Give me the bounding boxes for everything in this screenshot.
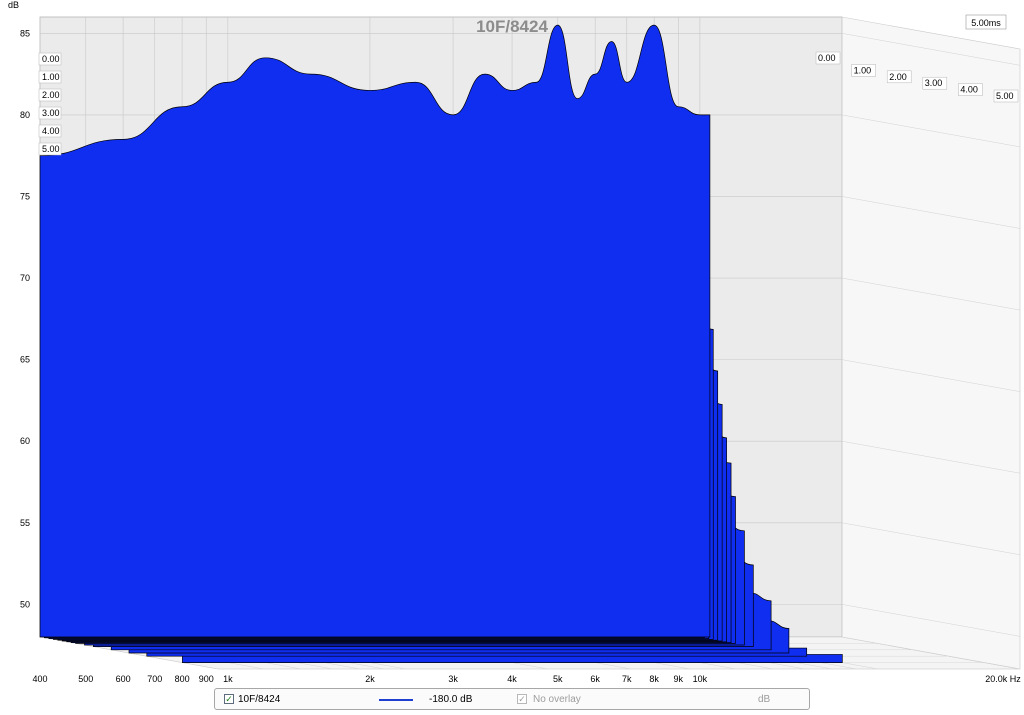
x-tick-label: 3k <box>448 674 458 684</box>
time-depth-box <box>886 70 912 84</box>
y-tick-label: 60 <box>20 436 30 446</box>
y-tick-label: 70 <box>20 273 30 283</box>
y-tick-label: 55 <box>20 518 30 528</box>
side-gridline <box>841 114 1021 148</box>
y-tick-label: 65 <box>20 355 30 365</box>
time-depth-label: 2.00 <box>889 72 907 82</box>
x-tick-label: 9k <box>674 674 684 684</box>
time-end-label: 5.00ms <box>965 14 1007 30</box>
side-gridline <box>841 440 1021 474</box>
time-slice-label: 5.00 <box>42 144 60 154</box>
time-slice-label: 4.00 <box>42 126 60 136</box>
legend-unit: dB <box>758 694 771 705</box>
side-gridline <box>841 196 1021 229</box>
side-gridline <box>841 277 1021 311</box>
time-depth-box <box>958 83 983 96</box>
time-slice-label: 2.00 <box>42 90 60 100</box>
time-slice-label: 0.00 <box>42 54 60 64</box>
x-tick-label: 10k <box>693 674 708 684</box>
trace-visible-checkbox[interactable]: ✓ <box>224 694 234 704</box>
x-tick-label: 2k <box>365 674 375 684</box>
time-depth-label: 0.00 <box>818 53 836 63</box>
time-end-label-text: 5.00ms <box>971 18 1001 28</box>
trace-color-swatch[interactable] <box>379 699 413 701</box>
time-slice-box <box>38 106 62 120</box>
x-tick-label: 700 <box>147 674 162 684</box>
x-tick-label: 500 <box>78 674 93 684</box>
time-slice-label: 1.00 <box>42 72 60 82</box>
side-gridline <box>841 33 1021 66</box>
decay-slice <box>39 24 711 638</box>
time-depth-label: 5.00 <box>996 91 1014 101</box>
time-depth-label: 4.00 <box>960 85 978 95</box>
x-tick-label: 6k <box>590 674 600 684</box>
x-tick-label: 1k <box>223 674 233 684</box>
side-plane <box>841 16 1021 670</box>
x-tick-label: 4k <box>507 674 517 684</box>
legend-bar: ✓ 10F/8424 -180.0 dB ✓ No overlay dB <box>214 688 810 710</box>
time-depth-box <box>922 76 948 90</box>
side-gridline <box>841 359 1021 392</box>
y-tick-label: 75 <box>20 191 30 201</box>
trace-name: 10F/8424 <box>238 694 281 705</box>
time-depth-box <box>993 89 1019 103</box>
x-tick-label: 20.0k Hz <box>985 674 1021 684</box>
time-slice-box <box>38 52 62 66</box>
y-axis-unit-label: dB <box>8 0 19 10</box>
time-depth-label: 3.00 <box>925 78 943 88</box>
waterfall-surface <box>39 24 843 663</box>
time-depth-box <box>815 51 841 65</box>
time-slice-label: 3.00 <box>42 108 60 118</box>
overlay-label: No overlay <box>533 694 581 705</box>
side-gridline <box>841 522 1021 556</box>
trace-level: -180.0 dB <box>429 694 473 705</box>
floor-gridline <box>841 636 1021 670</box>
x-tick-label: 800 <box>175 674 190 684</box>
time-slice-box <box>38 124 62 138</box>
y-tick-label: 50 <box>20 599 30 609</box>
overlay-checkbox[interactable]: ✓ <box>517 694 527 704</box>
x-tick-label: 8k <box>649 674 659 684</box>
side-gridline <box>841 604 1021 637</box>
waterfall-chart[interactable]: 50 55 60 65 70 75 80 85 400 500 600 700 800 900 1k 2k 3k… <box>0 0 1024 690</box>
time-slice-box <box>38 70 62 84</box>
time-slice-box <box>38 88 62 102</box>
axes: 50 55 60 65 70 75 80 85 400 500 600 700 800 900 1k 2k 3k… <box>20 28 1021 684</box>
x-tick-label: 400 <box>32 674 47 684</box>
x-tick-label: 5k <box>553 674 563 684</box>
x-tick-label: 7k <box>622 674 632 684</box>
y-tick-label: 80 <box>20 110 30 120</box>
x-tick-label: 600 <box>116 674 131 684</box>
x-tick-label: 900 <box>199 674 214 684</box>
time-depth-label: 1.00 <box>854 65 872 75</box>
time-depth-box <box>851 64 876 77</box>
time-slice-box <box>38 142 62 156</box>
chart-title: 10F/8424 <box>476 17 548 36</box>
y-tick-label: 85 <box>20 28 30 38</box>
